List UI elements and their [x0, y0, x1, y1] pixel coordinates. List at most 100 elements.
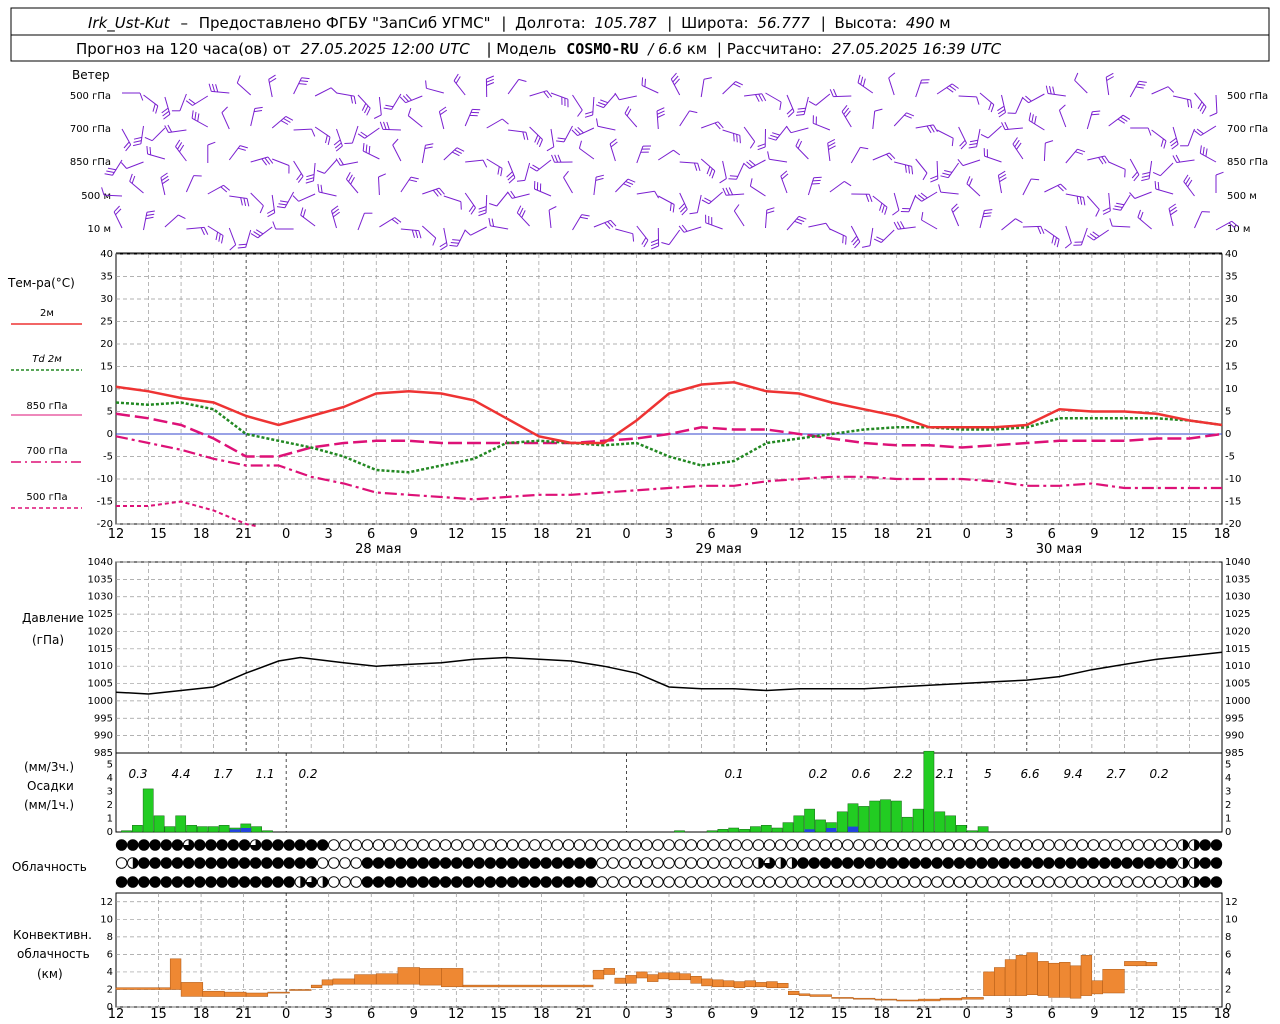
precip-bar: [880, 799, 891, 833]
cloud-fill: [1182, 876, 1189, 888]
cloud-symbol-low: [1065, 839, 1077, 851]
cloud-symbol-low: [618, 839, 631, 851]
barb-staff: [803, 96, 809, 115]
wind-barb: [1130, 127, 1152, 136]
cloud-circle: [685, 839, 698, 851]
wind-barb: [615, 178, 636, 193]
barb-feather: [161, 175, 169, 182]
barb-feather: [717, 121, 724, 129]
barb-staff: [850, 147, 861, 164]
cloud-symbol-mid: [774, 857, 787, 869]
barb-staff: [486, 158, 503, 169]
precip-3h-total: 0.2: [808, 767, 827, 781]
barb-feather: [278, 203, 287, 206]
barb-feather: [332, 208, 340, 215]
cloud-symbol-high: [529, 876, 541, 888]
wind-barb: [221, 106, 230, 130]
conv-cloud-bar: [636, 971, 648, 979]
barb-staff: [979, 210, 985, 229]
precip-unit-1h: (мм/1ч.): [24, 798, 74, 812]
wind-barb: [780, 170, 789, 194]
header-line-1: Irk_Ust-Kut – Предоставлено ФГБУ "ЗапСиб…: [88, 14, 951, 33]
cloud-symbol-high: [138, 876, 150, 888]
barb-staff: [314, 126, 331, 138]
cloud-symbol-mid: [1076, 857, 1089, 869]
cloud-symbol-high: [316, 876, 329, 888]
y-tick-left: 1030: [88, 592, 113, 603]
barb-staff: [869, 227, 874, 246]
day-label: 29 мая: [695, 542, 741, 557]
barb-feather: [1025, 95, 1032, 102]
y-tick-right: 5: [1225, 760, 1231, 771]
precip-bar: [121, 830, 132, 833]
barb-feather: [425, 80, 427, 89]
barb-feather: [120, 162, 127, 169]
cloud-circle: [160, 839, 173, 851]
x-tick-label: 15: [1171, 527, 1188, 542]
wind-level-right-4: 500 м: [1227, 191, 1257, 202]
conv-cloud-bar: [614, 977, 626, 984]
barb-staff: [619, 95, 637, 101]
model-name: COSMO-RU: [566, 40, 638, 58]
cloud-symbol-high: [1110, 876, 1122, 888]
cloud-circle: [227, 857, 240, 869]
wind-barb: [1137, 209, 1152, 230]
cloud-symbol-high: [428, 876, 441, 888]
wind-barb: [615, 228, 635, 242]
cloud-circle: [484, 857, 497, 869]
barb-staff: [378, 96, 382, 115]
barb-staff: [958, 95, 977, 98]
y-tick-right: 15: [1225, 362, 1238, 373]
cloud-circle: [920, 876, 932, 888]
barb-staff: [888, 77, 895, 96]
wind-barb: [207, 141, 216, 163]
barb-staff: [807, 177, 815, 196]
barb-feather: [969, 143, 978, 146]
cloud-circle: [283, 857, 295, 869]
x-tick-label: 18: [533, 1007, 550, 1022]
cloud-symbol-mid: [696, 857, 709, 869]
barb-feather: [1152, 171, 1161, 177]
cloud-symbol-mid: [261, 857, 273, 869]
barb-feather: [418, 230, 422, 239]
wind-barb: [507, 78, 527, 95]
barb-feather: [454, 149, 462, 154]
barb-feather: [940, 175, 949, 179]
barb-feather: [449, 244, 458, 247]
barb-feather: [107, 167, 116, 171]
barb-feather: [779, 101, 782, 110]
barb-feather: [911, 166, 914, 175]
barb-feather: [516, 205, 522, 214]
wind-barb: [829, 228, 847, 245]
cloud-symbol-high: [205, 876, 217, 888]
cloud-circle: [674, 839, 686, 851]
barb-feather: [794, 220, 803, 225]
conv-cloud-bar: [755, 982, 767, 988]
forecast-prefix: Прогноз на 120 часа(ов) от: [76, 40, 291, 58]
barb-feather: [218, 233, 221, 242]
barb-feather: [163, 113, 171, 120]
cloud-symbol-mid: [294, 857, 307, 869]
cloud-circle: [998, 839, 1010, 851]
cloud-symbol-high: [227, 876, 240, 888]
cloud-symbol-high: [663, 876, 675, 888]
x-tick-label: 15: [831, 1007, 848, 1022]
wind-barb: [300, 207, 316, 227]
cloud-symbol-high: [361, 876, 374, 888]
barb-feather: [862, 245, 871, 248]
cloud-symbol-high: [506, 876, 519, 888]
cloud-circle: [1054, 876, 1066, 888]
precip-bar: [262, 830, 273, 833]
barb-feather: [253, 231, 261, 237]
cloud-circle: [730, 857, 742, 869]
conv-cloud-bar: [788, 990, 800, 995]
wind-barb: [979, 92, 995, 113]
legend-t2m-label: 2м: [40, 308, 54, 319]
barb-staff: [378, 176, 380, 196]
cloud-circle: [238, 839, 251, 851]
barb-feather: [1133, 174, 1140, 182]
barb-feather: [543, 91, 549, 99]
barb-staff: [164, 214, 179, 228]
y-tick-right: 1020: [1225, 626, 1250, 637]
